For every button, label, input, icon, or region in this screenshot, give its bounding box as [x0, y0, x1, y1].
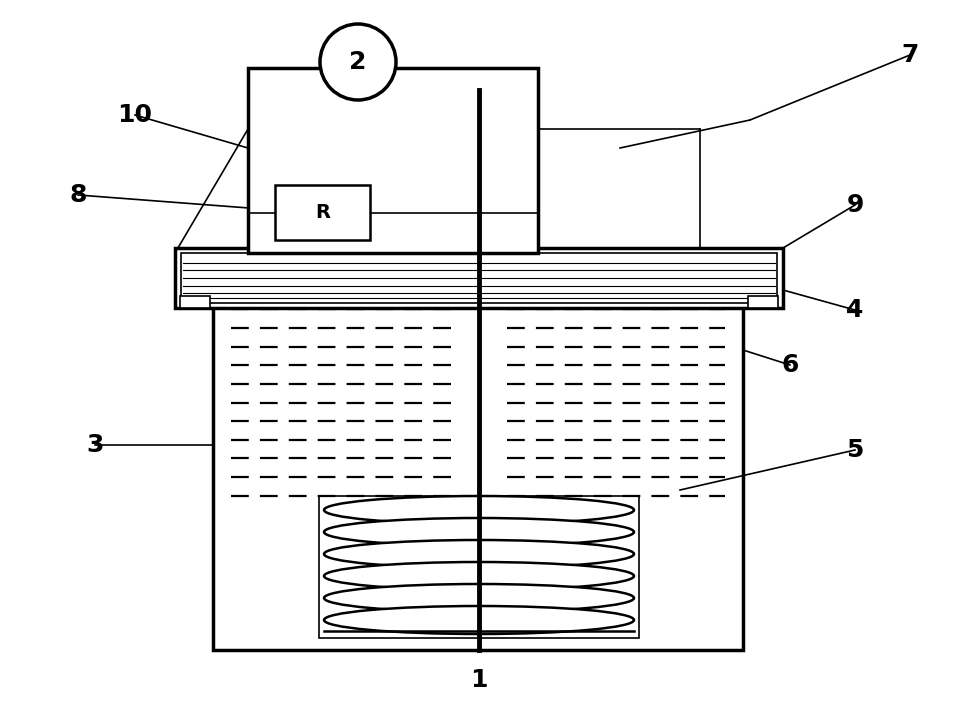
Text: R: R	[315, 203, 330, 222]
Text: 5: 5	[846, 438, 864, 462]
Text: 4: 4	[846, 298, 864, 322]
Ellipse shape	[324, 518, 634, 546]
Bar	[748, 296, 778, 308]
Circle shape	[320, 24, 396, 100]
Bar	[248, 68, 538, 253]
Text: 2: 2	[350, 50, 367, 74]
Text: 9: 9	[846, 193, 864, 217]
Bar	[180, 296, 210, 308]
Ellipse shape	[324, 562, 634, 590]
Bar	[275, 185, 370, 240]
Text: 6: 6	[782, 353, 799, 377]
Text: 8: 8	[69, 183, 86, 207]
Text: 7: 7	[901, 43, 919, 67]
Bar	[181, 253, 777, 303]
Bar	[319, 496, 639, 638]
Ellipse shape	[324, 540, 634, 568]
Ellipse shape	[324, 584, 634, 612]
Ellipse shape	[324, 496, 634, 524]
Text: 10: 10	[118, 103, 152, 127]
Text: 1: 1	[470, 668, 488, 692]
Ellipse shape	[324, 606, 634, 634]
Bar	[175, 248, 783, 308]
Text: 3: 3	[86, 433, 103, 457]
Bar	[213, 285, 743, 650]
